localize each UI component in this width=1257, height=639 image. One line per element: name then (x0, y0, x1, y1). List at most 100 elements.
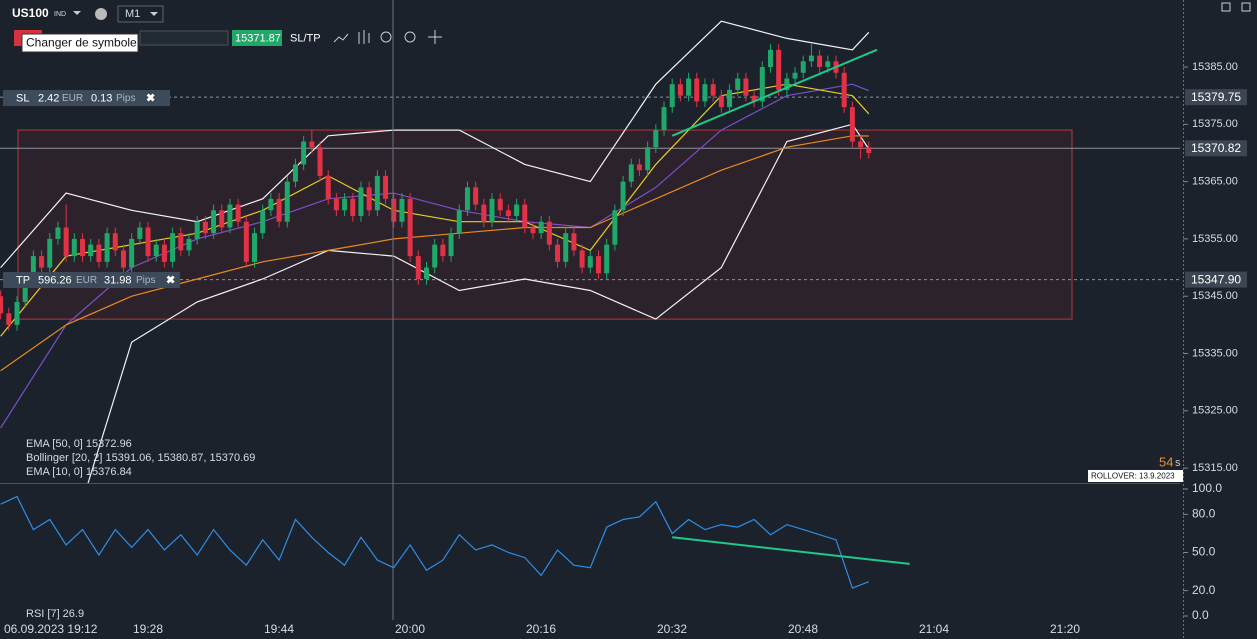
legend-entry[interactable]: EMA [10, 0] 15376.84 (26, 466, 132, 478)
x-tick-label: 06.09.2023 19:12 (4, 622, 98, 636)
zoom-out-icon[interactable] (380, 31, 392, 43)
rsi-legend[interactable]: RSI [7] 26.9 (26, 608, 84, 620)
dropdown-icon[interactable] (73, 11, 81, 15)
candle-body (522, 204, 528, 228)
candle-body (71, 238, 77, 257)
candle-body (800, 61, 806, 73)
candle-body (14, 301, 20, 325)
x-tick-label: 20:00 (395, 622, 425, 636)
price-box[interactable] (232, 30, 282, 46)
timeframe[interactable]: M1 (125, 8, 140, 20)
window-icon[interactable] (1221, 2, 1231, 12)
candle-body (645, 147, 651, 171)
y-tick-label: 15375.00 (1192, 118, 1238, 130)
candle-body (309, 141, 315, 148)
rsi-tick-label: 100.0 (1192, 481, 1222, 495)
legend-entry[interactable]: Bollinger [20, 2] 15391.06, 15380.87, 15… (26, 452, 255, 464)
candle-body (489, 198, 495, 222)
candle-body (604, 244, 610, 274)
candle-body (653, 130, 659, 148)
countdown: 54 (1159, 454, 1173, 469)
candle-body (612, 210, 618, 245)
candle-body (735, 78, 741, 90)
candle-body (415, 256, 421, 280)
candle-body (628, 164, 634, 182)
candle-body (669, 84, 675, 108)
sltp[interactable]: SL/TP (290, 32, 321, 44)
candle-body (825, 61, 831, 68)
symbol[interactable]: US100 (12, 6, 49, 20)
tp-close[interactable]: ✖ (166, 274, 175, 286)
y-tick-label: 15355.00 (1192, 233, 1238, 245)
candle-body (514, 204, 520, 217)
window-icon[interactable] (1241, 2, 1251, 12)
candle-body (129, 238, 135, 268)
candle-body (391, 198, 397, 222)
candle-body (153, 244, 159, 257)
zoom-in-icon[interactable] (404, 31, 416, 43)
candle-body (227, 204, 233, 228)
candle-body (96, 244, 102, 262)
candle-body (55, 227, 61, 239)
y-tick-label: 15315.00 (1192, 462, 1238, 474)
y-tick-label: 15325.00 (1192, 405, 1238, 417)
zone (17, 129, 1073, 320)
candle-body (47, 238, 53, 268)
candle-body (808, 55, 814, 62)
candle-body (743, 78, 749, 96)
candle-body (358, 187, 364, 217)
sl-box[interactable] (3, 90, 170, 106)
y-tick-label: 15385.00 (1192, 61, 1238, 73)
move-icon[interactable] (428, 30, 442, 44)
price[interactable]: 15371.87 (235, 32, 281, 44)
legend-entry[interactable]: EMA [50, 0] 15372.96 (26, 438, 132, 450)
price-tag (1185, 140, 1247, 157)
y-tick-label: 15335.00 (1192, 347, 1238, 359)
candle-body (301, 141, 307, 165)
rollover: ROLLOVER: 13.9.2023 (1091, 472, 1175, 481)
y-tick-label: 15365.00 (1192, 176, 1238, 188)
tp-currency: EUR (76, 275, 97, 286)
candle-body (137, 227, 143, 239)
candle-body (39, 256, 45, 268)
candle-body (767, 49, 773, 68)
candle-body (579, 250, 585, 268)
candle-body (292, 164, 298, 182)
candle-body (374, 175, 380, 211)
candle-body (538, 221, 544, 234)
candle-body (595, 256, 601, 274)
price-tag-label: 15347.90 (1191, 272, 1241, 286)
candle-body (276, 198, 282, 222)
candle-body (399, 198, 405, 222)
info-icon[interactable] (95, 8, 107, 20)
timeframe-box[interactable] (117, 5, 164, 23)
candle-body (555, 244, 561, 262)
draw-icon[interactable] (333, 33, 349, 43)
tp-box[interactable] (3, 272, 180, 288)
candle-body (817, 55, 823, 68)
candle-body (424, 267, 429, 280)
tp-amount: 596.26 (38, 274, 72, 286)
x-tick-label: 21:20 (1050, 622, 1080, 636)
candle-body (694, 78, 700, 102)
tp-pips: 31.98 (104, 274, 132, 286)
volume-input[interactable] (139, 30, 229, 46)
candle-body (587, 256, 593, 268)
sl-label: SL (16, 92, 29, 104)
candles-icon[interactable] (358, 30, 370, 44)
candle-body (702, 84, 708, 102)
candle-body (383, 175, 389, 199)
indicator-line (0, 20, 870, 268)
market: IND (54, 11, 66, 18)
indicator-line (87, 123, 870, 483)
price-tag-label: 15379.75 (1191, 90, 1241, 104)
x-tick-label: 20:32 (657, 622, 687, 636)
rsi-tick-label: 80.0 (1192, 507, 1216, 521)
candle-body (677, 84, 683, 96)
rsi-tick-label: 0.0 (1192, 608, 1209, 622)
sl-close[interactable]: ✖ (146, 92, 155, 104)
candle-body (350, 198, 356, 217)
candle-body (456, 210, 462, 234)
candle-body (751, 95, 757, 102)
